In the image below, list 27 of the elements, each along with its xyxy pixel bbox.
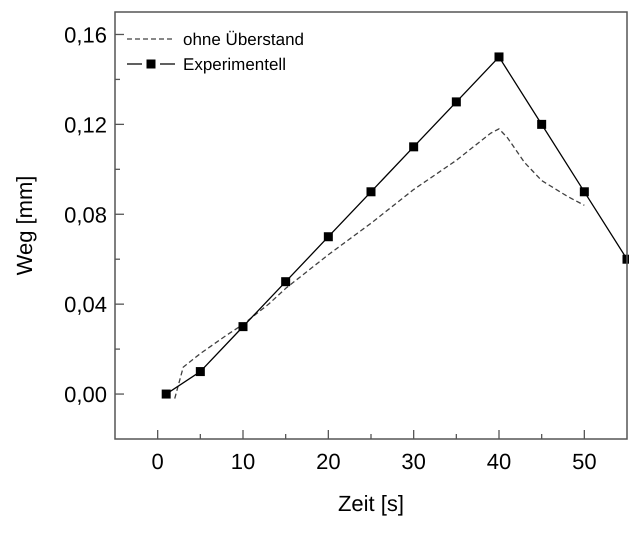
point <box>324 232 333 242</box>
x-tick-label: 40 <box>486 449 512 474</box>
y-tick-label: 0,12 <box>64 112 107 138</box>
point <box>537 120 546 129</box>
point <box>196 367 205 376</box>
x-tick-label: 20 <box>316 449 341 474</box>
x-tick-label: 0 <box>152 449 164 474</box>
y-tick-label: 0,00 <box>64 382 107 408</box>
x-tick-label: 10 <box>230 449 256 474</box>
point <box>580 187 589 196</box>
x-axis-title: Zeit [s] <box>338 491 404 516</box>
point <box>366 187 376 196</box>
line-series <box>174 128 585 400</box>
legend-label: ohne Überstand <box>183 30 304 49</box>
y-axis-title: Weg [mm] <box>12 176 37 276</box>
point <box>162 390 171 399</box>
point <box>281 277 290 286</box>
y-tick-label: 0,04 <box>64 292 107 318</box>
x-tick-label: 30 <box>401 449 426 474</box>
y-tick-label: 0,08 <box>64 202 107 228</box>
point <box>238 322 248 332</box>
x-tick-label: 50 <box>572 449 597 474</box>
legend-label: Experimentell <box>183 55 286 74</box>
point <box>494 52 504 62</box>
point <box>409 142 418 152</box>
point <box>452 97 461 106</box>
y-tick-label: 0,16 <box>64 22 107 48</box>
